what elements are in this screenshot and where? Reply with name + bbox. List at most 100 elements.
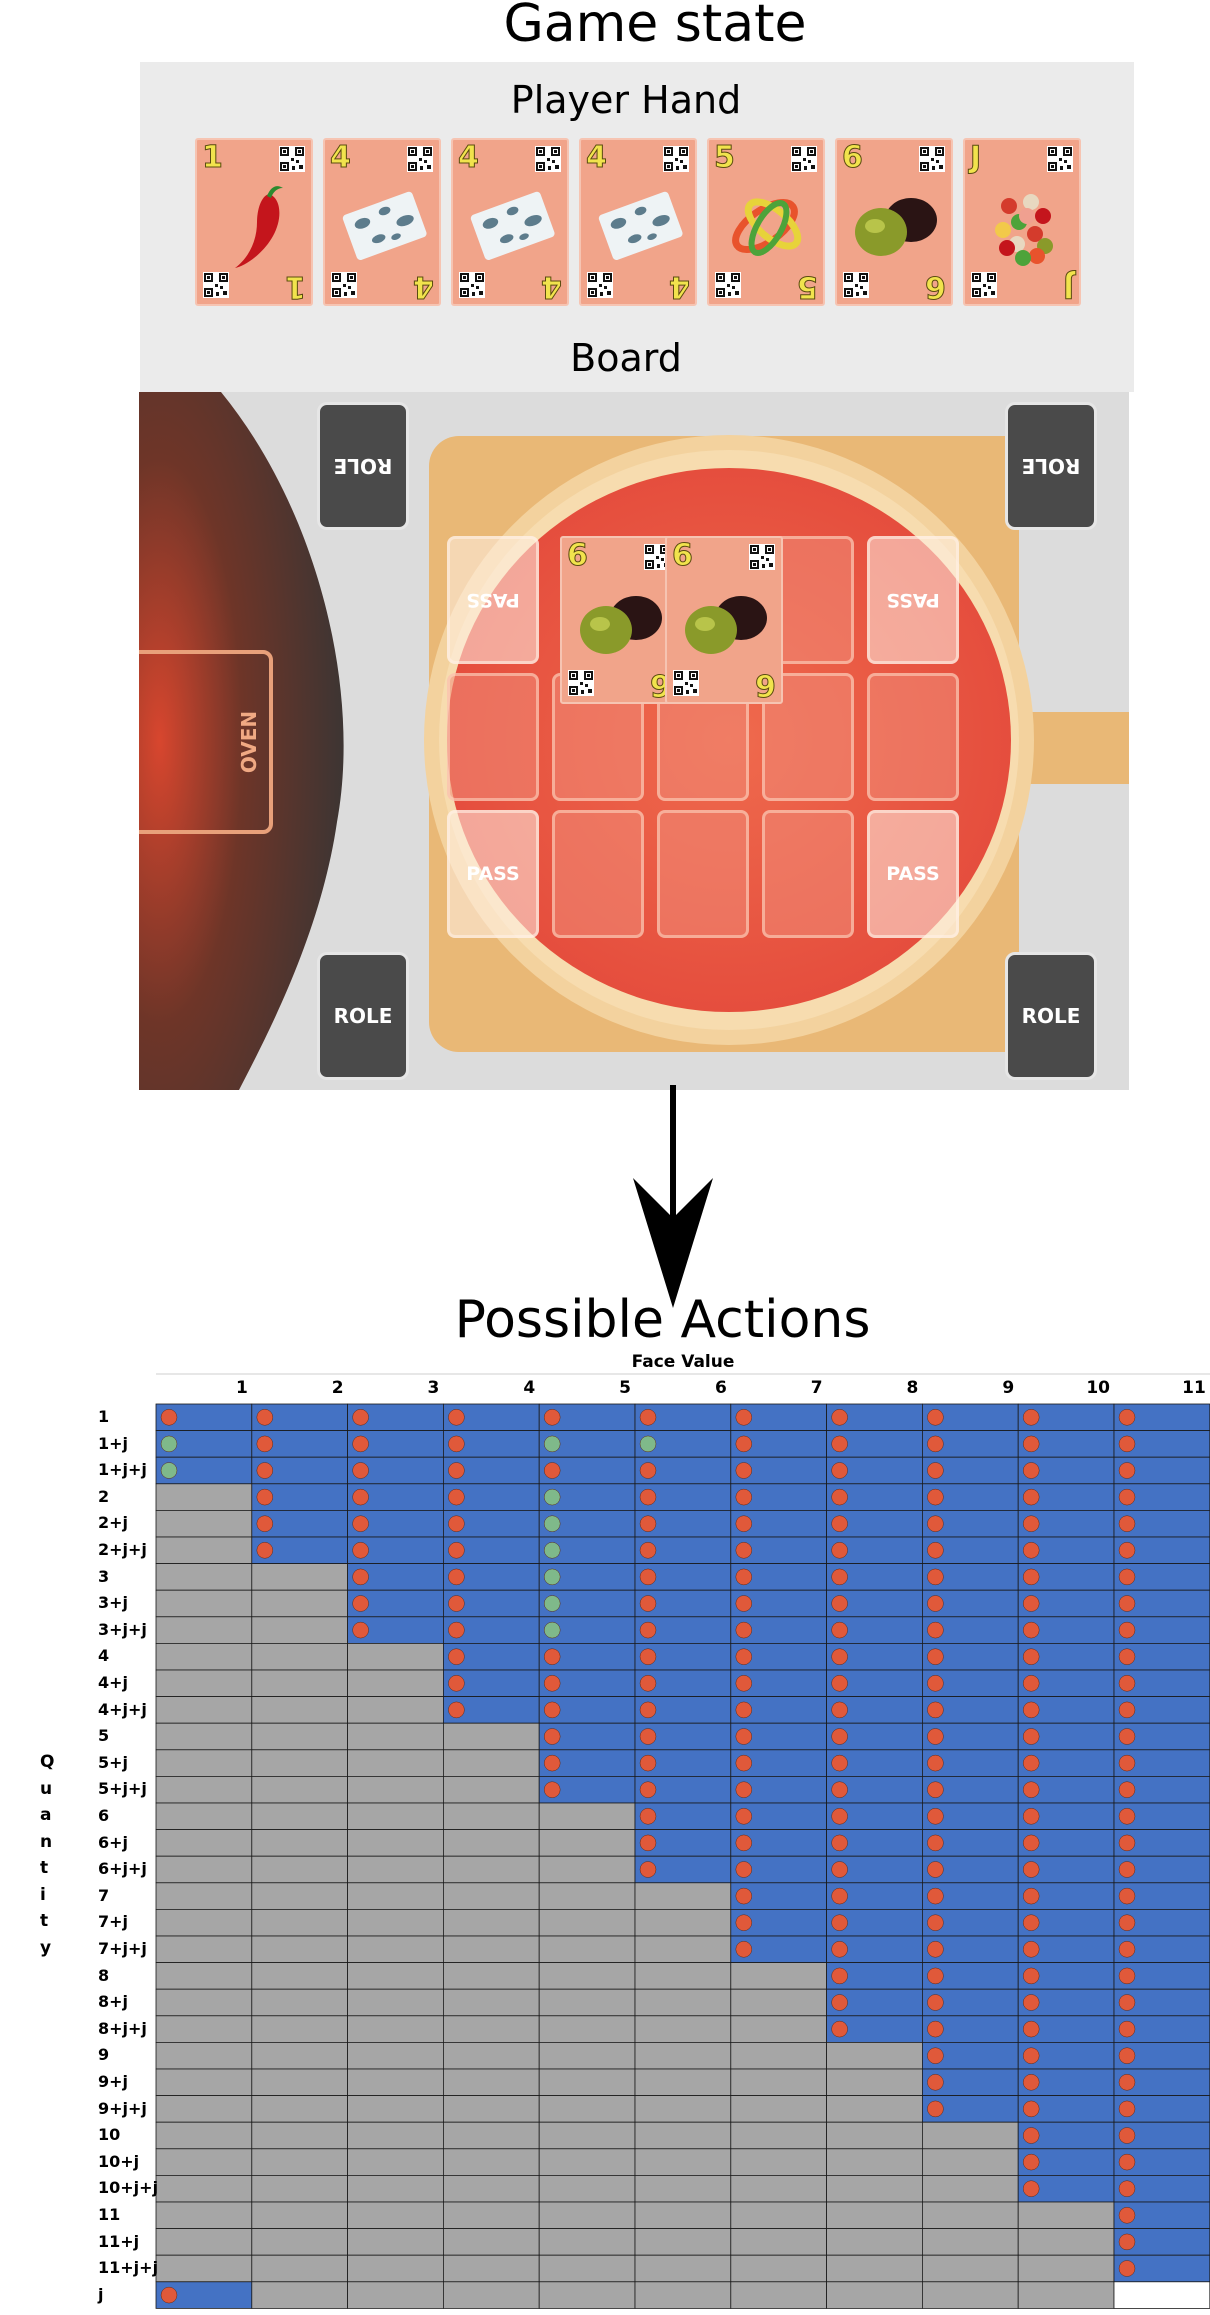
bell-pepper-rings-icon — [723, 176, 813, 272]
action-dot-red-icon — [448, 1515, 465, 1532]
card-rank: 5 — [714, 140, 736, 176]
invalid-action-cell — [922, 2121, 1019, 2150]
action-dot-red-icon — [160, 2286, 178, 2304]
pass-slot-bottom-left[interactable]: PASS — [447, 810, 539, 938]
action-dot-red-icon — [543, 1728, 561, 1745]
valid-action-cell[interactable] — [442, 1669, 540, 1698]
valid-action-cell[interactable] — [1017, 1909, 1115, 1937]
action-dot-red-icon — [831, 1941, 848, 1958]
valid-action-cell[interactable] — [922, 1962, 1019, 1990]
board-slot[interactable] — [867, 673, 959, 801]
action-dot-red-icon — [927, 1808, 944, 1825]
role-slot-top-right[interactable]: ROLE — [1005, 402, 1097, 530]
row-label: 5 — [98, 1726, 110, 1746]
action-dot-red-icon — [1118, 1595, 1136, 1612]
action-dot-red-icon — [927, 1648, 944, 1665]
invalid-action-cell — [155, 2121, 253, 2150]
invalid-action-cell — [538, 1935, 636, 1964]
pass-slot-top-left[interactable]: PASS — [447, 536, 539, 664]
invalid-action-cell — [155, 1722, 253, 1751]
action-dot-red-icon — [1118, 1808, 1136, 1825]
card-rank: 1 — [285, 269, 307, 305]
invalid-action-cell — [634, 2068, 732, 2097]
invalid-action-cell — [442, 2175, 540, 2203]
invalid-action-cell — [347, 1642, 444, 1671]
invalid-action-cell — [1017, 2201, 1115, 2230]
valid-action-cell[interactable] — [730, 1642, 827, 1671]
action-dot-red-icon — [256, 1409, 274, 1426]
action-dot-red-icon — [927, 1887, 944, 1905]
blue-cheese-icon — [467, 176, 557, 272]
invalid-action-cell — [922, 2254, 1019, 2283]
action-dot-red-icon — [927, 1462, 944, 1479]
invalid-action-cell — [155, 2148, 253, 2176]
valid-action-cell[interactable] — [347, 1616, 444, 1644]
pass-slot-top-right[interactable]: PASS — [867, 536, 959, 664]
valid-action-cell[interactable] — [730, 1616, 827, 1644]
action-dot-red-icon — [735, 1515, 753, 1532]
row-label: 2 — [98, 1486, 110, 1506]
valid-action-cell[interactable] — [347, 1483, 444, 1511]
board-slot[interactable] — [657, 810, 749, 938]
invalid-action-cell — [538, 1962, 636, 1990]
role-slot-top-left[interactable]: ROLE — [317, 402, 409, 530]
invalid-action-cell — [347, 1882, 444, 1910]
pizza-toppings-icon — [979, 176, 1069, 272]
qr-code-icon — [587, 272, 613, 298]
role-slot-bottom-left[interactable]: ROLE — [317, 952, 409, 1080]
invalid-action-cell — [442, 2281, 540, 2309]
action-dot-red-icon — [1118, 2180, 1136, 2197]
action-dot-red-icon — [543, 1648, 561, 1665]
pass-slot-bottom-right[interactable]: PASS — [867, 810, 959, 938]
action-dot-red-icon — [1022, 1781, 1040, 1798]
quantity-letter: t — [40, 1911, 49, 1931]
invalid-action-cell — [538, 2148, 636, 2176]
action-dot-red-icon — [927, 1941, 944, 1958]
board-slot[interactable] — [762, 810, 854, 938]
row-label: 6 — [98, 1806, 110, 1825]
invalid-action-cell — [1017, 2228, 1115, 2256]
board-slot[interactable] — [447, 673, 539, 801]
action-dot-red-icon — [639, 1861, 657, 1878]
action-dot-red-icon — [831, 1542, 848, 1559]
invalid-action-cell — [634, 2175, 732, 2203]
row-label: 8+j — [98, 1992, 129, 2012]
invalid-action-cell — [347, 2281, 444, 2309]
invalid-action-cell — [155, 1563, 253, 1591]
action-dot-red-icon — [1118, 2100, 1136, 2118]
action-dot-red-icon — [1118, 2233, 1136, 2251]
invalid-action-cell — [155, 1589, 253, 1618]
action-dot-red-icon — [1022, 1435, 1040, 1453]
row-label: 1 — [98, 1407, 110, 1426]
row-label: 1+j+j — [98, 1460, 147, 1480]
action-dot-red-icon — [1022, 2074, 1040, 2091]
quantity-letter: t — [40, 1858, 49, 1878]
action-dot-red-icon — [1118, 1515, 1136, 1532]
invalid-action-cell — [538, 1802, 636, 1831]
invalid-action-cell — [634, 2015, 732, 2043]
valid-action-cell[interactable] — [1017, 1802, 1115, 1831]
action-dot-red-icon — [1022, 1648, 1040, 1665]
invalid-action-cell — [251, 2281, 349, 2309]
invalid-action-cell — [347, 1722, 444, 1751]
invalid-action-cell — [155, 1509, 253, 1538]
invalid-action-cell — [442, 2148, 540, 2176]
action-dot-green-icon — [160, 1435, 178, 1453]
card-rank: 4 — [458, 140, 480, 176]
action-dot-red-icon — [831, 1568, 848, 1586]
valid-action-cell[interactable] — [442, 1563, 540, 1591]
card-rank: 6 — [925, 269, 947, 305]
role-slot-bottom-right[interactable]: ROLE — [1005, 952, 1097, 1080]
board-slot[interactable] — [552, 810, 644, 938]
action-dot-red-icon — [448, 1409, 465, 1426]
valid-action-cell[interactable] — [1113, 1696, 1210, 1724]
